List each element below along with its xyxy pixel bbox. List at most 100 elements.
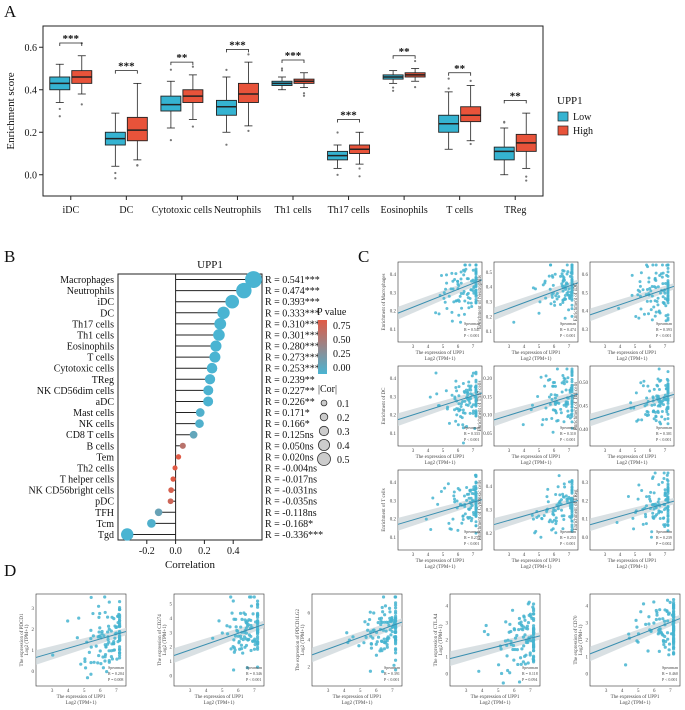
scatter-point bbox=[474, 372, 478, 376]
scatter-point bbox=[515, 648, 519, 652]
scatter-point bbox=[443, 486, 447, 490]
r-value-label: R = 0.239** bbox=[265, 375, 315, 386]
scatter-point bbox=[666, 280, 670, 284]
scatter-point bbox=[663, 608, 667, 612]
y-axis-title: Enrichment of Neutrophils bbox=[478, 275, 483, 329]
x-axis-subtitle: Log2 (TPM+1) bbox=[66, 701, 97, 706]
scatter-point bbox=[524, 626, 528, 630]
scatter-point bbox=[467, 306, 471, 310]
scatter-point bbox=[570, 420, 574, 424]
scatter-point bbox=[570, 307, 574, 311]
scatter-point bbox=[523, 618, 527, 622]
lollipop-dot bbox=[168, 487, 174, 493]
scatter-point bbox=[570, 380, 574, 384]
r-value-label: R = 0.050ns bbox=[265, 441, 314, 452]
scatter-point bbox=[466, 393, 470, 397]
scatter-point bbox=[650, 318, 654, 322]
scatter-point bbox=[255, 599, 260, 603]
scatter-point bbox=[667, 611, 671, 615]
scatter-frame bbox=[589, 365, 675, 447]
scatter-point bbox=[531, 630, 536, 634]
significance-label: ** bbox=[454, 63, 466, 75]
scatter-point bbox=[471, 268, 475, 272]
x-tick-label: iDC bbox=[62, 205, 79, 216]
scatter-point bbox=[650, 476, 654, 480]
scatter-point bbox=[662, 642, 666, 647]
scatter-point bbox=[564, 404, 568, 408]
scatter-point bbox=[234, 625, 238, 629]
scatter-point bbox=[660, 415, 664, 419]
scatter-point bbox=[554, 531, 558, 535]
scatter-point bbox=[671, 638, 676, 642]
scatter-point bbox=[367, 617, 372, 622]
scatter-point bbox=[671, 604, 676, 608]
scatter-point bbox=[240, 617, 244, 621]
scatter-point bbox=[467, 399, 471, 403]
scatter-point bbox=[117, 648, 122, 652]
r-label: R = 0.393 bbox=[656, 327, 672, 332]
scatter-point bbox=[474, 481, 478, 485]
scatter-point bbox=[653, 403, 657, 407]
scatter-point bbox=[570, 414, 574, 418]
scatter-point bbox=[387, 606, 392, 610]
scatter-point bbox=[110, 657, 115, 661]
scatter-point bbox=[106, 630, 110, 634]
scatter-point bbox=[515, 633, 519, 638]
scatter-point bbox=[561, 527, 565, 531]
y-axis-title: Enrichment score bbox=[5, 72, 17, 149]
scatter-point bbox=[671, 626, 676, 631]
scatter-point bbox=[540, 517, 544, 521]
scatter-point bbox=[105, 669, 109, 674]
row-label: Th17 cells bbox=[72, 319, 114, 330]
x-tick-label: 7 bbox=[472, 345, 475, 350]
scatter-point bbox=[549, 302, 553, 306]
scatter-point bbox=[231, 599, 235, 603]
scatter-point bbox=[380, 649, 384, 653]
scatter-point bbox=[563, 293, 567, 297]
scatter-point bbox=[545, 495, 549, 499]
scatter-point bbox=[249, 604, 254, 608]
scatter-point bbox=[469, 488, 473, 492]
plot-frame bbox=[117, 273, 263, 541]
scatter-point bbox=[519, 662, 523, 666]
y-tick-label: 0.5 bbox=[582, 291, 589, 296]
y-tick-label: 0 bbox=[32, 670, 35, 675]
scatter-point bbox=[539, 375, 543, 379]
scatter-point bbox=[393, 658, 398, 662]
scatter-point bbox=[238, 634, 243, 638]
scatter-point bbox=[639, 307, 643, 311]
r-label: R = 0.239 bbox=[656, 535, 672, 540]
scatter-point bbox=[656, 632, 660, 636]
scatter-point bbox=[89, 660, 93, 665]
scatter-point bbox=[255, 619, 260, 623]
scatter-point bbox=[565, 500, 569, 504]
regression-line bbox=[589, 393, 675, 421]
scatter-point bbox=[105, 615, 110, 619]
x-tick-label: 7 bbox=[664, 449, 667, 454]
regression-line bbox=[493, 393, 579, 421]
significance-label: ** bbox=[510, 90, 522, 102]
legend-title: UPP1 bbox=[557, 95, 583, 107]
scatter-point bbox=[465, 486, 469, 490]
scatter-point bbox=[657, 483, 661, 487]
scatter-point bbox=[521, 635, 526, 639]
y-axis-title: Enrichment of Macrophages bbox=[382, 273, 387, 330]
scatter-point bbox=[467, 384, 471, 388]
scatter-point bbox=[521, 660, 525, 664]
scatter-point bbox=[468, 386, 472, 390]
y-tick-label: 3 bbox=[446, 621, 449, 626]
scatter-point bbox=[101, 666, 106, 670]
x-tick-label: Neutrophils bbox=[214, 205, 261, 216]
scatter-point bbox=[457, 409, 461, 413]
scatter-point bbox=[671, 624, 676, 628]
scatter-point bbox=[83, 666, 88, 670]
scatter-point bbox=[103, 610, 107, 615]
scatter-point bbox=[385, 645, 389, 649]
scatter-point bbox=[652, 387, 656, 391]
cor-tick-label: 0.4 bbox=[337, 441, 350, 452]
scatter-point bbox=[570, 405, 574, 409]
scatter-point bbox=[662, 471, 666, 475]
x-tick-label: 4 bbox=[523, 345, 526, 350]
r-value-label: R = 0.393*** bbox=[265, 297, 320, 308]
